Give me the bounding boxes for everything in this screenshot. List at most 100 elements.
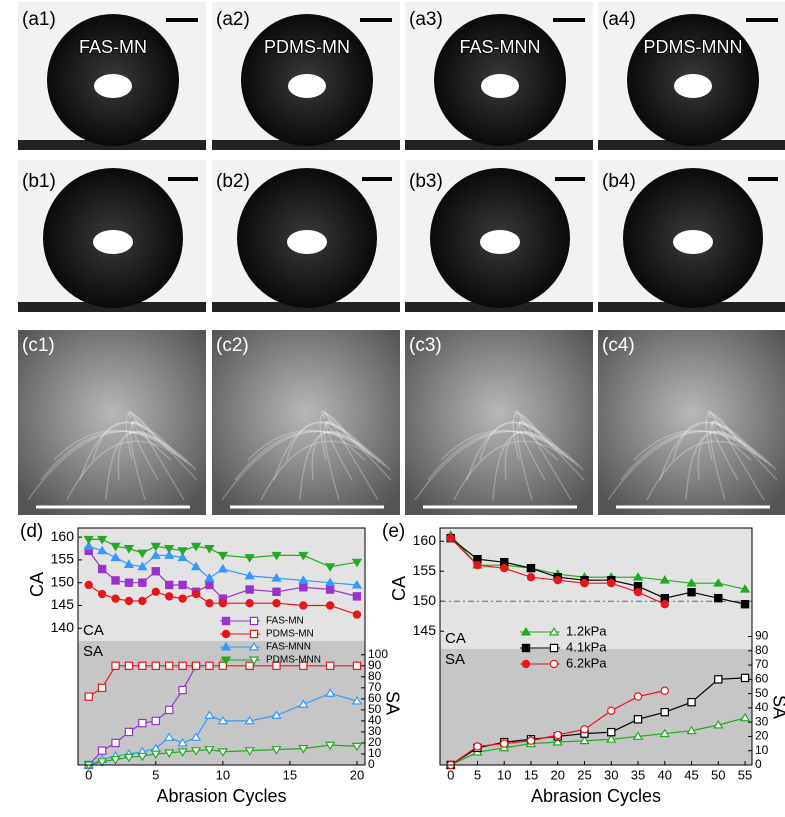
marker [205,599,214,608]
legend-marker [249,629,259,639]
x-tick-label: 30 [604,767,618,782]
marker [244,747,255,756]
marker [324,563,336,572]
marker [138,718,147,728]
texture [633,429,767,463]
y2-axis-title: SA [769,695,785,719]
y2-tick-label: 60 [755,672,769,686]
marker [446,534,455,543]
series-line [88,744,357,766]
marker [660,686,669,695]
marker [164,661,174,670]
marker [298,575,309,584]
marker [164,545,175,554]
marker [687,697,696,707]
marker [633,588,643,597]
texture [27,430,197,501]
y-tick-label: 145 [51,596,75,612]
panel-label: (b1) [22,171,56,192]
legend-marker [248,656,260,666]
y-axis-title: CA [389,576,409,601]
y-tick-label: 155 [413,562,437,578]
marker [218,661,228,670]
marker [552,737,563,746]
marker [632,572,644,581]
legend-label: 4.1kPa [566,639,607,654]
marker [553,576,562,585]
texture [323,420,346,501]
marker [271,551,282,561]
marker [686,725,697,735]
panel-label: (c4) [602,335,635,356]
marker [659,575,670,584]
series-line [450,717,746,766]
marker [298,699,309,708]
marker [298,551,309,561]
texture [697,431,742,481]
marker [190,732,202,741]
texture [53,429,187,463]
marker [580,725,589,734]
marker [83,535,94,545]
texture [414,430,584,501]
legend-marker [521,659,531,669]
texture [607,430,777,501]
marker [191,589,201,599]
marker [500,564,509,573]
texture [125,413,157,461]
y2-tick-label: 0 [368,757,375,771]
marker [123,545,135,554]
marker [151,567,160,576]
marker [217,748,229,757]
marker [204,545,215,554]
marker [110,756,121,765]
texture [40,430,192,481]
panel-label: (a3) [409,9,443,30]
marker [526,573,536,582]
marker [150,542,161,552]
marker [580,579,589,588]
marker [633,715,643,724]
marker [553,730,562,740]
panel-label: (e) [382,521,405,542]
sem-image [212,330,400,515]
marker [325,585,335,594]
marker [244,554,255,563]
series-line [88,665,357,698]
marker [244,715,255,725]
texture [672,421,752,461]
marker [526,736,536,745]
marker [271,746,282,755]
texture [127,410,198,481]
x-tick-label: 10 [497,767,511,782]
series-line [88,538,358,568]
ca-region [440,528,752,649]
marker [217,715,229,725]
texture [705,413,737,461]
marker [272,661,281,670]
marker [138,596,147,606]
x-tick-label: 40 [658,767,672,782]
marker [351,558,363,568]
texture [260,440,376,501]
marker [150,750,161,760]
marker [124,578,134,587]
marker [272,587,281,597]
legend-marker [549,659,559,669]
marker [686,578,697,587]
texture [319,413,351,461]
highlight [288,74,326,98]
sem-image [18,330,206,515]
sample-label: PDMS-MN [264,37,350,57]
marker [271,573,282,582]
y2-tick-label: 50 [755,686,769,700]
texture [92,421,172,461]
marker [190,561,202,571]
y2-tick-label: 40 [368,713,382,727]
plot-frame [77,527,366,766]
panel-label: (d) [20,521,43,542]
panel-label: (b4) [602,171,636,192]
texture [685,430,747,501]
marker [177,552,188,562]
